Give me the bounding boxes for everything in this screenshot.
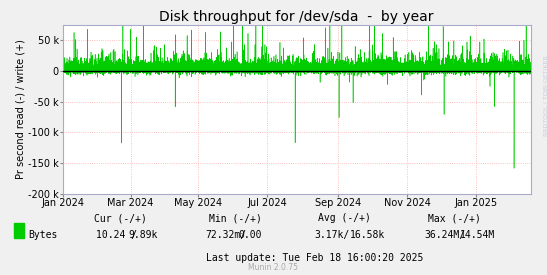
Y-axis label: Pr second read (-) / write (+): Pr second read (-) / write (+) — [15, 39, 25, 179]
Text: 14.54M: 14.54M — [459, 230, 494, 240]
Text: 16.58k: 16.58k — [350, 230, 385, 240]
Text: 3.17k/: 3.17k/ — [315, 230, 350, 240]
Text: RRDTOOL / TOBI OETIKER: RRDTOOL / TOBI OETIKER — [543, 55, 547, 136]
Text: Min (-/+): Min (-/+) — [209, 213, 261, 223]
Text: Bytes: Bytes — [28, 230, 58, 240]
Text: Avg (-/+): Avg (-/+) — [318, 213, 371, 223]
Title: Disk throughput for /dev/sda  -  by year: Disk throughput for /dev/sda - by year — [160, 10, 434, 24]
Text: 36.24M/: 36.24M/ — [424, 230, 465, 240]
Text: 72.32m/: 72.32m/ — [205, 230, 246, 240]
Text: Max (-/+): Max (-/+) — [428, 213, 480, 223]
Text: 9.89k: 9.89k — [129, 230, 158, 240]
Text: 0.00: 0.00 — [238, 230, 261, 240]
Text: Munin 2.0.75: Munin 2.0.75 — [248, 263, 299, 272]
Text: Last update: Tue Feb 18 16:00:20 2025: Last update: Tue Feb 18 16:00:20 2025 — [206, 253, 423, 263]
Text: 10.24 /: 10.24 / — [96, 230, 137, 240]
Text: Cur (-/+): Cur (-/+) — [94, 213, 147, 223]
